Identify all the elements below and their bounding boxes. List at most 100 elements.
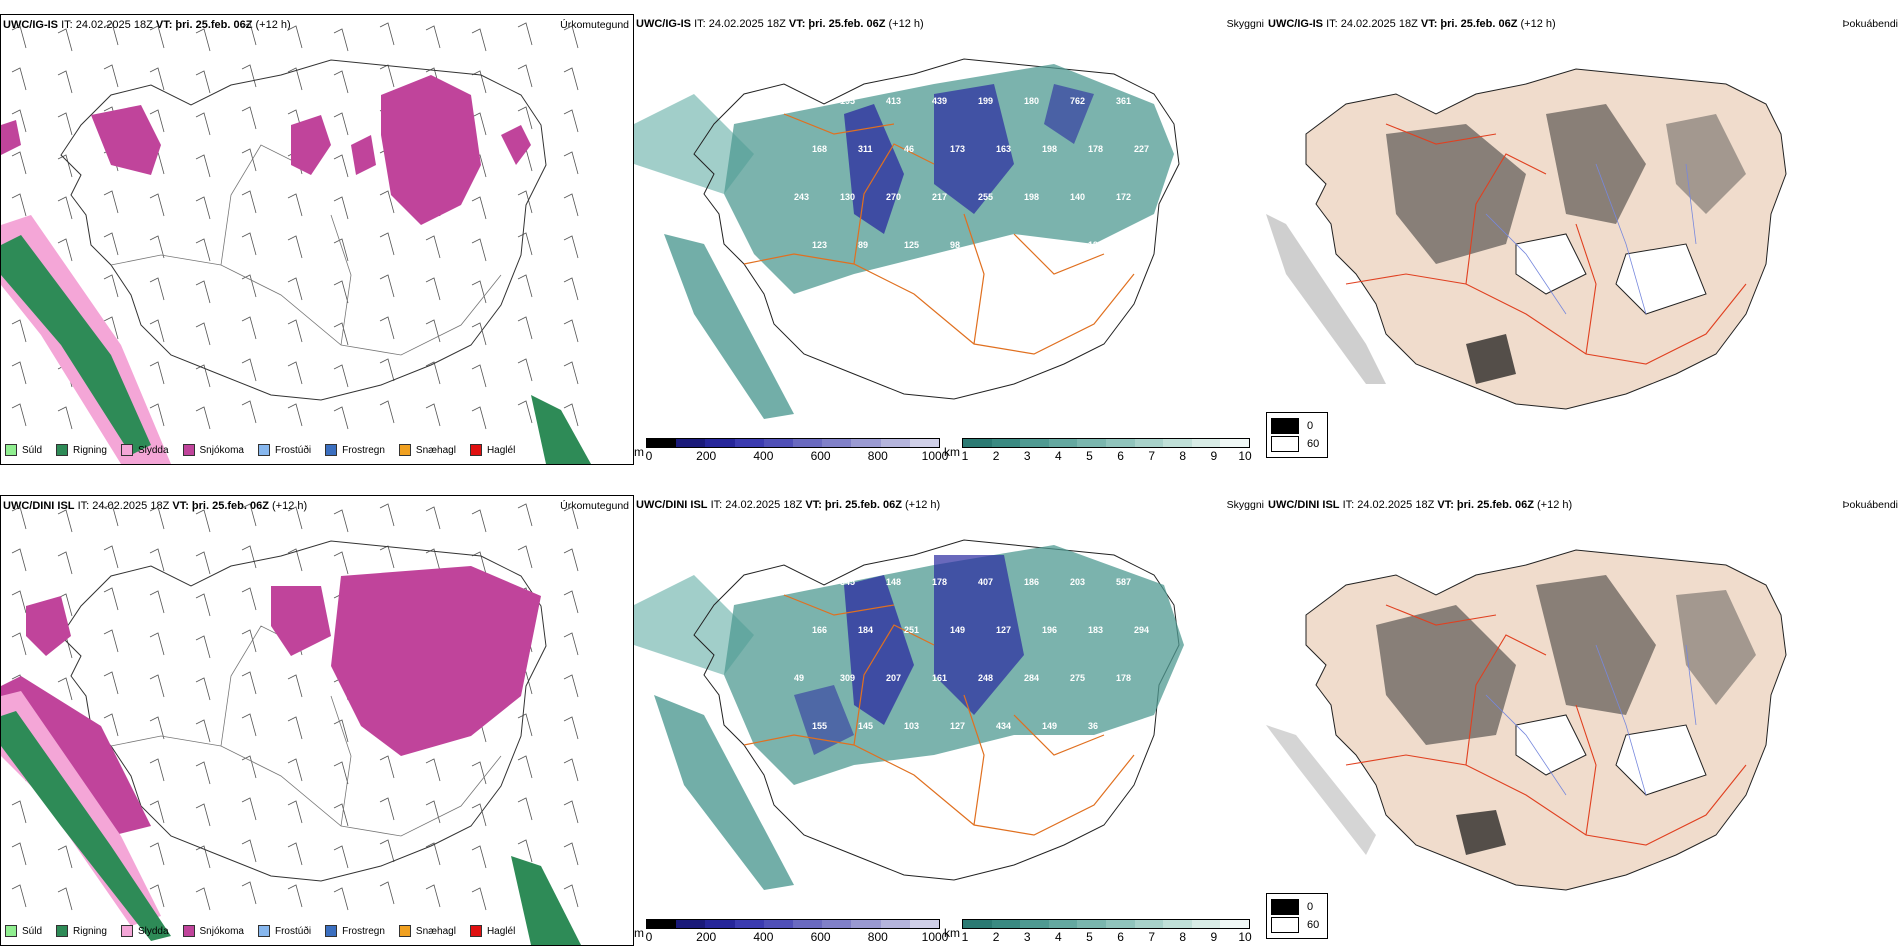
ceiling-value-label: 198: [1024, 192, 1039, 202]
wind-barb: [379, 190, 395, 214]
colorbar-tick-label: 400: [753, 930, 774, 944]
colorbar-swatch: [1105, 439, 1135, 447]
colorbar-tick-label: 9: [1210, 449, 1218, 463]
lead-time: (+12 h): [905, 499, 941, 511]
snow-area: [91, 105, 161, 175]
ceiling-colorbar: m 0 200 400 600 800 1000: [634, 438, 948, 463]
colorbar-swatch: [991, 920, 1021, 928]
colorbar-swatch: [763, 439, 794, 447]
lead-time: (+12 h): [255, 19, 291, 31]
colorbar-ticks: 1 2 3 4 5 6 7 8 9 10: [962, 449, 1252, 463]
valid-time: þri. 25.feb. 06Z: [808, 18, 886, 30]
ceiling-value-label: 413: [886, 96, 901, 106]
wind-barb: [287, 842, 303, 866]
colorbar-tick-label: 6: [1117, 449, 1124, 463]
panel-header: UWC/IG-IS IT: 24.02.2025 18Z VT: þri. 25…: [636, 18, 1264, 34]
ceiling-value-label: 183: [1088, 625, 1103, 635]
colorbar-tick-label: 10: [1238, 930, 1252, 944]
colorbar-swatch: [793, 439, 823, 447]
wind-barb: [149, 361, 165, 385]
wind-barb: [195, 887, 211, 911]
wind-barb: [425, 758, 441, 782]
wind-barb: [471, 112, 487, 136]
legend-item: Rigning: [56, 444, 107, 456]
cloud-ceiling-map: 155 195 413 439 199 180 762 361 168 311 46 173 163 19…: [634, 58, 1180, 419]
lead-time: (+12 h): [272, 500, 308, 512]
wind-barb: [195, 761, 211, 785]
ceiling-value-label: 167: [1042, 240, 1057, 250]
wind-barb: [563, 403, 579, 427]
ceiling-value-label: 270: [886, 192, 901, 202]
colorbar-swatch: [793, 920, 823, 928]
wind-barb: [333, 322, 349, 346]
wind-barb: [471, 551, 487, 575]
wind-barb: [195, 719, 211, 743]
wind-barb: [425, 506, 441, 530]
wind-barb: [149, 67, 165, 91]
wind-barb: [149, 758, 165, 782]
wind-barb: [195, 238, 211, 262]
legend-swatch: [1271, 899, 1299, 915]
ceiling-value-label: 123: [812, 240, 827, 250]
valid-label: VT:: [172, 500, 189, 512]
colorbar-tick-label: 10: [1238, 449, 1252, 463]
wind-barb: [241, 148, 257, 172]
river-network: [1485, 163, 1697, 315]
wind-barb: [149, 842, 165, 866]
wind-barb: [195, 509, 211, 533]
colorbar-swatch: [734, 920, 764, 928]
wind-barb: [287, 235, 303, 259]
ceiling-value-label: 217: [932, 192, 947, 202]
fog-index-map: [1266, 549, 1787, 891]
ceiling-value-label: 149: [1042, 721, 1057, 731]
ceiling-value-label: 434: [996, 721, 1011, 731]
wind-barb: [11, 109, 27, 133]
legend-swatch: [56, 444, 69, 456]
colorbar-swatch: [822, 920, 852, 928]
ceiling-value-label: 163: [996, 144, 1011, 154]
colorbar-swatch: [880, 439, 910, 447]
ceiling-value-label: 89: [858, 240, 868, 250]
legend-item: Frostúði: [257, 925, 311, 937]
glacier-outline: [1615, 243, 1707, 315]
wind-barb: [195, 112, 211, 136]
ceiling-area: [844, 104, 904, 234]
cloud-ceiling-panel-bottom: UWC/DINI ISL IT: 24.02.2025 18Z VT: þri.…: [634, 495, 1266, 946]
lead-time: (+12 h): [1520, 18, 1556, 30]
wind-barb: [379, 839, 395, 863]
colorbar-tick-label: 6: [1117, 930, 1124, 944]
ceiling-value-label: 284: [1024, 673, 1039, 683]
colorbar-tick-label: 5: [1086, 449, 1093, 463]
wind-barb: [287, 758, 303, 782]
wind-barb: [333, 719, 349, 743]
legend-item: Frostregn: [325, 444, 385, 456]
colorbar-swatch: [1077, 920, 1106, 928]
colorbar-tick-label: 4: [1054, 449, 1062, 463]
snow-area: [351, 135, 376, 175]
fog-legend-item: 0: [1271, 417, 1323, 435]
wind-barb: [195, 593, 211, 617]
snow-area: [26, 596, 71, 656]
wind-barb: [241, 503, 257, 527]
ceiling-value-label: 196: [1042, 625, 1057, 635]
wind-barb: [195, 803, 211, 827]
ceiling-value-label: 39: [1134, 240, 1144, 250]
wind-barb: [517, 316, 533, 340]
valid-time: þri. 25.feb. 06Z: [1440, 18, 1518, 30]
legend-item: Frostregn: [325, 925, 385, 937]
fog-dark-area: [1376, 605, 1516, 745]
legend-swatch: [120, 925, 133, 937]
colorbar-tick-label: 600: [810, 449, 831, 463]
cloud-ceiling-panel-top: UWC/IG-IS IT: 24.02.2025 18Z VT: þri. 25…: [634, 14, 1266, 465]
legend-swatch: [469, 444, 482, 456]
road-network: [743, 113, 1135, 355]
road-network: [1345, 604, 1747, 846]
colorbar-swatch: [763, 920, 794, 928]
legend-swatch: [325, 444, 338, 456]
wind-barb: [241, 587, 257, 611]
ceiling-value-label: 140: [1070, 192, 1085, 202]
fog-legend-top: 0 60: [1266, 412, 1328, 458]
ceiling-value-label: 294: [1134, 625, 1149, 635]
ceiling-value-label: 407: [978, 577, 993, 587]
colorbar-ramp: [962, 438, 1250, 448]
